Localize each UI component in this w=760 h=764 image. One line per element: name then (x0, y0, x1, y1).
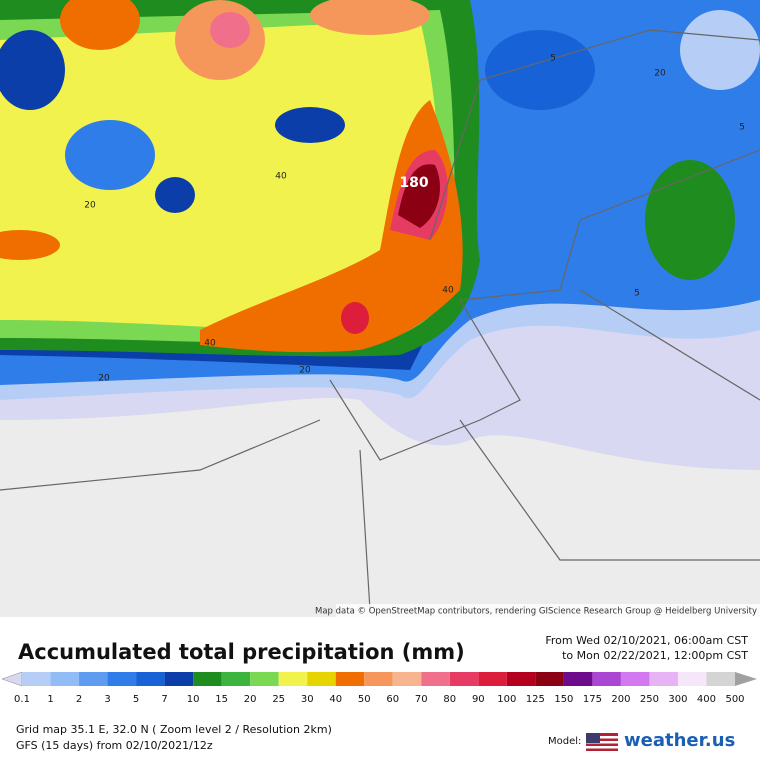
legend-tick-label: 20 (244, 694, 257, 705)
flag-icon (586, 733, 618, 751)
contour-label: 20 (98, 374, 110, 384)
legend-tick-label: 5 (133, 694, 139, 705)
contour-label: 5 (634, 289, 640, 299)
legend-tick-label: 10 (187, 694, 200, 705)
precip-blob (0, 230, 60, 260)
legend-tick-label: 7 (161, 694, 167, 705)
legend-swatch (278, 672, 308, 686)
contour-label: 40 (442, 286, 454, 296)
legend-swatch (79, 672, 108, 686)
legend-tick-label: 150 (554, 694, 573, 705)
legend-swatch (620, 672, 650, 686)
legend-swatch (535, 672, 564, 686)
legend-tick-label: 15 (215, 694, 228, 705)
contour-label: 180 (399, 175, 428, 191)
date-from: From Wed 02/10/2021, 06:00am CST (545, 634, 748, 647)
legend: 0.1 1 2 3 5 7 10 15 20 25 30 40 50 60 70 80 90 100 125 150 1… (1, 671, 757, 705)
precip-blob (645, 160, 735, 280)
contour-label: 40 (204, 339, 216, 349)
precip-yellow (0, 20, 450, 332)
legend-tick-label: 200 (611, 694, 630, 705)
legend-swatch (364, 672, 393, 686)
legend-swatch (107, 672, 137, 686)
contour-labels: 180 40 20 40 40 20 20 5 20 5 5 (84, 54, 745, 384)
attribution-bg (336, 604, 760, 617)
legend-tick-label: 2 (76, 694, 82, 705)
legend-tick-label: 1 (47, 694, 53, 705)
attribution: Map data © OpenStreetMap contributors, r… (315, 607, 757, 617)
legend-tick-label: 3 (104, 694, 110, 705)
legend-swatch (478, 672, 507, 686)
legend-swatch (22, 672, 51, 686)
legend-swatch (677, 672, 707, 686)
legend-tick-label: 100 (497, 694, 516, 705)
borders (0, 29, 760, 611)
legend-swatch (164, 672, 194, 686)
map: 180 40 20 40 40 20 20 5 20 5 5 Map data … (0, 0, 760, 617)
precip-blob (0, 30, 65, 110)
title: Accumulated total precipitation (mm) (18, 640, 465, 664)
legend-tick-label: 25 (272, 694, 285, 705)
legend-tick-label: 300 (668, 694, 687, 705)
legend-tick-label: 0.1 (14, 694, 30, 705)
legend-swatch (221, 672, 251, 686)
contour-label: 5 (550, 54, 556, 64)
contour-label: 40 (275, 172, 287, 182)
precip-blob (680, 10, 760, 90)
legend-arrow-left (1, 671, 23, 687)
legend-swatch (250, 672, 279, 686)
legend-swatch (706, 672, 735, 686)
precip-blob (210, 12, 250, 48)
precip-darkred (398, 164, 440, 228)
legend-tick-label: 400 (697, 694, 716, 705)
legend-tick-label: 500 (725, 694, 744, 705)
legend-tick-label: 50 (358, 694, 371, 705)
precip-blob (310, 0, 430, 35)
legend-swatch (592, 672, 621, 686)
contour-label: 5 (739, 123, 745, 133)
legend-swatch (649, 672, 678, 686)
precip-blob (155, 177, 195, 213)
precip-blob (485, 30, 595, 110)
legend-tick-label: 250 (640, 694, 659, 705)
contour-label: 20 (299, 366, 311, 376)
legend-tick-label: 80 (443, 694, 456, 705)
legend-swatch (449, 672, 479, 686)
date-to: to Mon 02/22/2021, 12:00pm CST (562, 649, 748, 662)
legend-swatch (50, 672, 80, 686)
legend-swatch (136, 672, 165, 686)
contour-label: 20 (84, 201, 96, 211)
precip-blob (275, 107, 345, 143)
legend-tick-label: 70 (415, 694, 428, 705)
legend-swatch (563, 672, 593, 686)
legend-swatch (421, 672, 450, 686)
grid-info: Grid map 35.1 E, 32.0 N ( Zoom level 2 /… (16, 723, 332, 736)
legend-tick-label: 60 (386, 694, 399, 705)
brand: weather.us (624, 730, 735, 751)
legend-swatch (506, 672, 536, 686)
legend-tick-label: 175 (583, 694, 602, 705)
legend-tick-label: 40 (329, 694, 342, 705)
model-run: GFS (15 days) from 02/10/2021/12z (16, 739, 213, 752)
precip-red-spot (341, 302, 369, 334)
legend-swatch (335, 672, 365, 686)
precip-orange (200, 100, 463, 353)
legend-arrow-right (735, 672, 757, 686)
legend-swatch (307, 672, 336, 686)
model-label: Model: (548, 736, 581, 747)
legend-tick-label: 125 (526, 694, 545, 705)
legend-swatch (392, 672, 422, 686)
contour-label: 20 (654, 69, 666, 79)
precip-blob (60, 0, 140, 50)
precip-blob (65, 120, 155, 190)
legend-tick-label: 30 (301, 694, 314, 705)
legend-swatch (193, 672, 222, 686)
legend-tick-label: 90 (472, 694, 485, 705)
